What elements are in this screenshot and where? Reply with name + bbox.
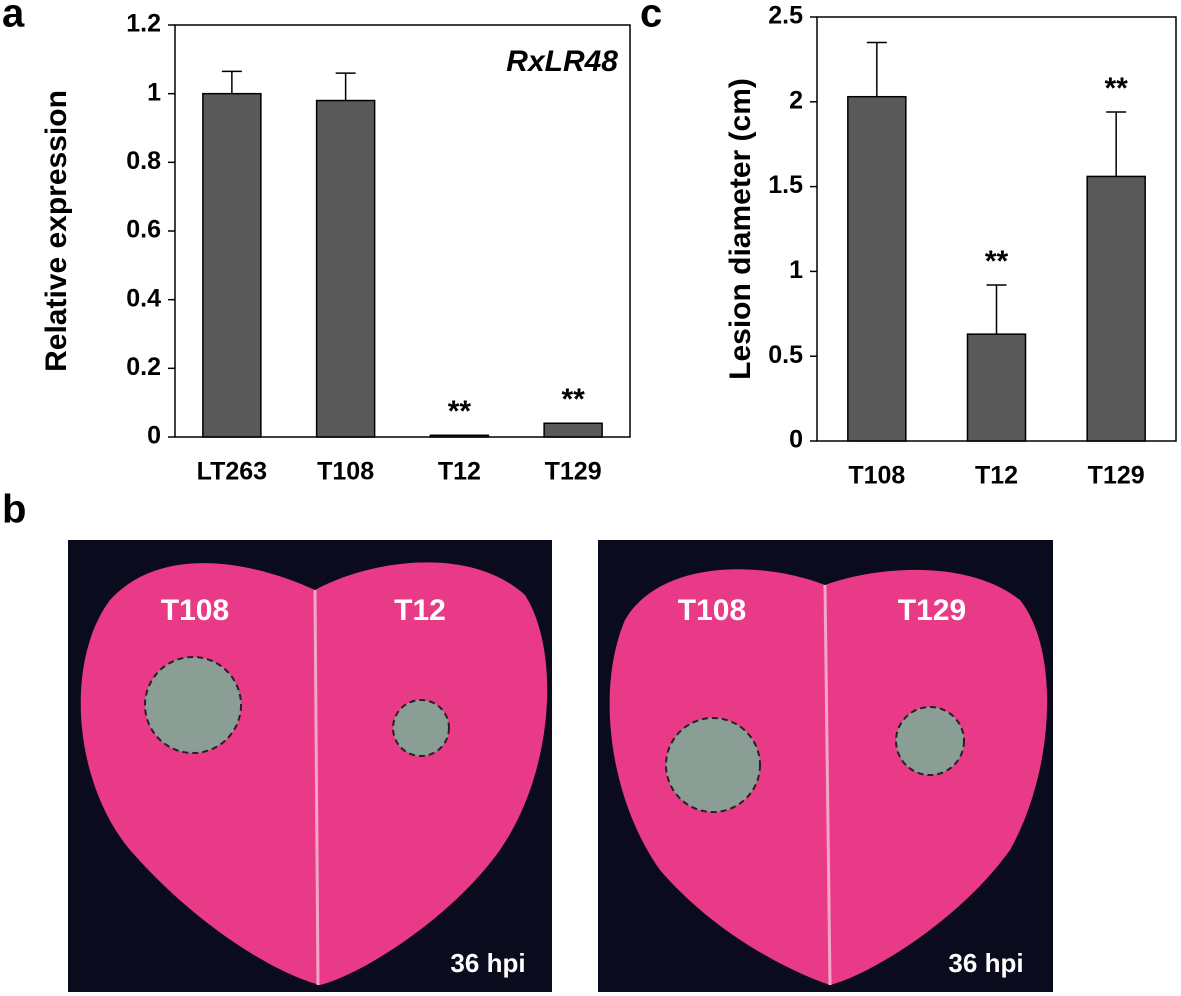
annotation: RxLR48 (506, 45, 618, 78)
y-tick-label: 2 (789, 86, 803, 114)
lesion (665, 717, 761, 813)
y-axis-label: Relative expression (40, 90, 73, 372)
y-tick-label: 0.8 (126, 147, 161, 175)
y-tick-label: 0.4 (126, 284, 161, 312)
y-tick-label: 0.2 (126, 353, 161, 381)
x-tick-label: T129 (545, 458, 602, 486)
bar (1086, 175, 1146, 442)
significance: ** (1104, 72, 1128, 105)
bar (315, 99, 376, 438)
x-tick-label: T108 (848, 462, 905, 490)
y-tick-label: 0 (147, 422, 161, 450)
photo-label: T12 (394, 594, 446, 627)
y-axis-label: Lesion diameter (cm) (724, 78, 757, 380)
x-tick-label: T12 (438, 458, 481, 486)
photo-label: T129 (898, 594, 966, 627)
photo-label: T108 (161, 594, 229, 627)
x-tick-label: T12 (975, 462, 1018, 490)
panel-label: a (2, 0, 25, 36)
photo: T108 T129 36 hpi (598, 540, 1053, 992)
x-tick-label: LT263 (197, 458, 267, 486)
lesion (895, 706, 965, 776)
photo: T108 T12 36 hpi (68, 540, 552, 992)
y-tick-label: 0 (789, 426, 803, 454)
significance: ** (561, 383, 585, 416)
panel-label: c (640, 0, 662, 36)
lesion (144, 656, 242, 754)
leaf-vein (313, 589, 320, 986)
y-tick-label: 1.2 (126, 10, 161, 38)
significance: ** (985, 245, 1009, 278)
bar (966, 333, 1027, 442)
y-tick-label: 2.5 (768, 2, 803, 30)
photo-label: T108 (678, 594, 746, 627)
bar (847, 95, 907, 442)
bar (202, 92, 262, 438)
significance: ** (448, 395, 472, 428)
y-tick-label: 1 (789, 256, 803, 284)
x-tick-label: T108 (317, 458, 374, 486)
y-tick-label: 0.6 (126, 216, 161, 244)
y-tick-label: 1.5 (768, 171, 803, 199)
y-tick-label: 0.5 (768, 341, 803, 369)
x-tick-label: T129 (1088, 462, 1145, 490)
panel-label: b (2, 488, 26, 532)
photo-time: 36 hpi (948, 948, 1023, 978)
photo-time: 36 hpi (450, 948, 525, 978)
leaf-vein (823, 584, 832, 986)
y-tick-label: 1 (147, 78, 161, 106)
bar (429, 434, 490, 438)
lesion (392, 699, 450, 757)
bar (543, 422, 603, 438)
